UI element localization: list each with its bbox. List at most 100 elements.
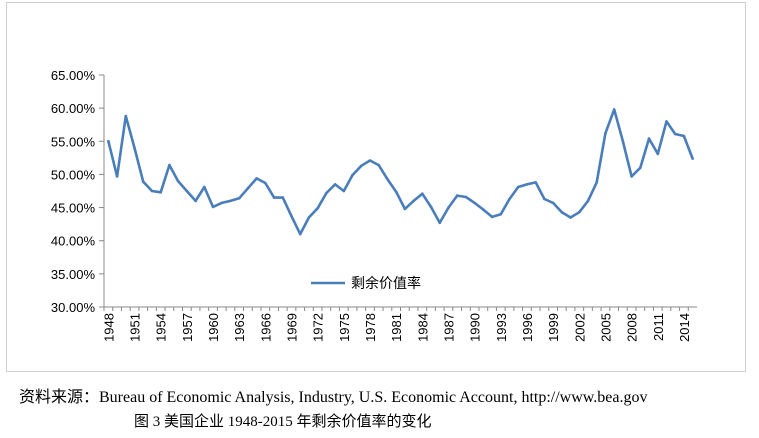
- x-tick-label: 1972: [311, 313, 326, 342]
- x-tick-label: 2011: [651, 313, 666, 341]
- line-chart: 30.00% 35.00% 40.00% 45.00% 50.00% 55.00% 60.0…: [51, 68, 697, 342]
- data-point: [220, 201, 223, 205]
- data-point: [543, 197, 546, 201]
- data-point: [394, 190, 398, 193]
- y-axis: 30.00% 35.00% 40.00% 45.00% 50.00% 55.00% 60.0…: [51, 68, 105, 315]
- data-point: [237, 197, 241, 200]
- data-point: [673, 132, 677, 136]
- data-point: [342, 189, 346, 193]
- data-point: [377, 163, 381, 167]
- x-tick-label: 2005: [598, 313, 613, 342]
- data-point: [639, 166, 642, 170]
- series-layer: [107, 108, 694, 236]
- data-point: [403, 207, 407, 211]
- data-point: [360, 164, 363, 168]
- series-line: [107, 108, 694, 236]
- data-point: [368, 159, 372, 162]
- data-point: [621, 140, 625, 143]
- data-point: [421, 192, 424, 195]
- x-tick-label: 1990: [468, 313, 483, 342]
- x-tick-label: 1951: [128, 313, 143, 342]
- data-point: [264, 181, 267, 185]
- data-point: [595, 181, 598, 184]
- data-point: [525, 183, 529, 186]
- data-point: [246, 187, 250, 190]
- y-tick-label: 35.00%: [51, 267, 96, 282]
- data-point: [578, 210, 581, 214]
- data-point: [386, 177, 389, 181]
- x-tick-label: 2014: [677, 313, 692, 342]
- data-point: [307, 216, 311, 219]
- data-point: [612, 108, 616, 111]
- data-point: [516, 185, 520, 189]
- data-point: [412, 199, 415, 203]
- data-point: [455, 194, 459, 197]
- data-point: [150, 189, 154, 193]
- data-point: [656, 152, 660, 156]
- data-point: [551, 201, 555, 205]
- data-point: [665, 120, 668, 123]
- data-point: [255, 177, 258, 180]
- x-tick-label: 1984: [415, 313, 430, 342]
- data-point: [298, 232, 302, 236]
- data-point: [682, 134, 686, 138]
- data-point: [499, 212, 503, 216]
- data-point: [141, 180, 145, 183]
- y-tick-label: 60.00%: [51, 101, 96, 116]
- data-point: [569, 216, 572, 219]
- data-point: [429, 205, 433, 209]
- y-tick-label: 30.00%: [51, 300, 96, 315]
- data-point: [560, 210, 564, 214]
- x-tick-label: 1996: [520, 313, 535, 342]
- data-point: [586, 199, 590, 203]
- data-point: [647, 137, 651, 140]
- x-tick-label: 1975: [337, 313, 352, 342]
- data-point: [203, 185, 206, 189]
- data-point: [176, 179, 180, 183]
- data-point: [630, 175, 633, 178]
- data-point: [168, 163, 171, 167]
- legend: 剩余价值率: [311, 275, 421, 292]
- y-tick-label: 45.00%: [51, 201, 96, 216]
- data-point: [333, 183, 337, 186]
- data-point: [272, 196, 276, 199]
- y-tick-label: 40.00%: [51, 234, 96, 249]
- data-point: [290, 214, 293, 218]
- data-point: [124, 114, 128, 118]
- data-point: [534, 181, 537, 184]
- data-point: [482, 208, 485, 211]
- data-point: [490, 215, 494, 219]
- legend-label: 剩余价值率: [351, 275, 421, 292]
- data-point: [133, 146, 136, 150]
- figure-caption: 图 3 美国企业 1948-2015 年剩余价值率的变化: [134, 414, 432, 430]
- data-point: [508, 197, 511, 201]
- data-point: [229, 199, 232, 203]
- data-point: [159, 191, 162, 194]
- data-point: [464, 195, 468, 199]
- x-tick-label: 1957: [180, 313, 195, 342]
- data-point: [604, 132, 607, 135]
- y-tick-label: 55.00%: [51, 134, 96, 149]
- data-point: [211, 205, 215, 209]
- x-tick-label: 1954: [154, 313, 169, 342]
- x-tick-label: 1987: [441, 313, 456, 342]
- x-tick-label: 1993: [494, 313, 509, 342]
- y-tick-label: 65.00%: [51, 68, 96, 83]
- x-axis: 1948 1951 1954 1957 1960 1963 1966 1969 1972 1975…: [101, 306, 697, 342]
- data-point: [325, 191, 328, 195]
- data-point: [447, 206, 450, 209]
- x-tick-label: 1966: [258, 313, 273, 342]
- x-tick-label: 1999: [546, 313, 561, 342]
- data-point: [691, 157, 694, 160]
- source-note: 资料来源：Bureau of Economic Analysis, Indust…: [19, 389, 648, 406]
- x-tick-label: 1981: [389, 313, 404, 342]
- data-point: [185, 189, 189, 193]
- data-point: [438, 221, 442, 225]
- x-tick-label: 1969: [284, 313, 299, 342]
- chart-frame: 30.00% 35.00% 40.00% 45.00% 50.00% 55.00% 60.0…: [6, 2, 746, 372]
- data-point: [194, 199, 197, 203]
- x-tick-label: 1960: [206, 313, 221, 342]
- data-point: [351, 173, 354, 177]
- data-point: [107, 140, 110, 143]
- data-point: [281, 196, 285, 199]
